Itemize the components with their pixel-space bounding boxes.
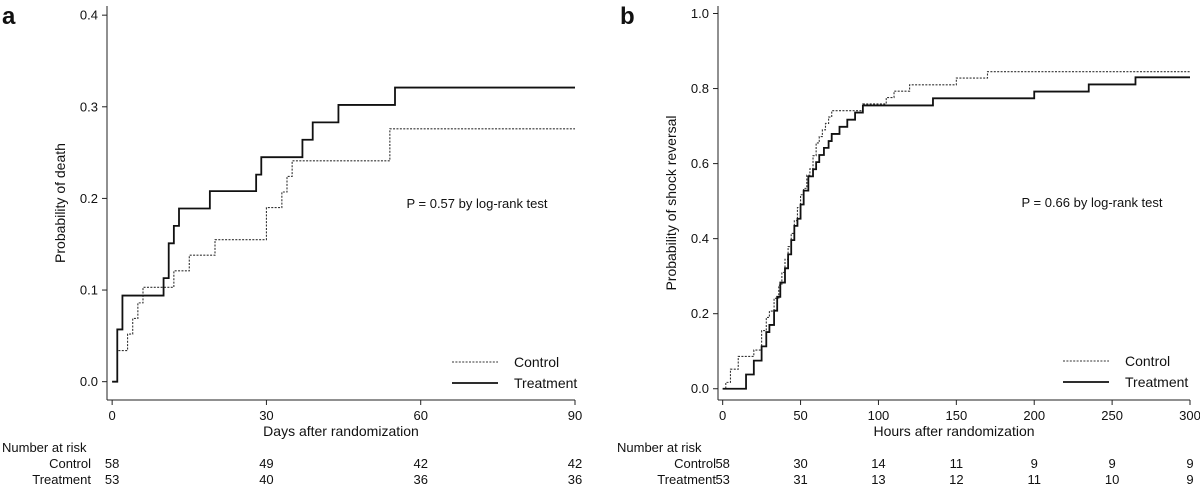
risk-value: 58: [105, 456, 119, 471]
x-tick-label: 200: [1023, 408, 1045, 423]
x-axis-label: Hours after randomization: [873, 423, 1034, 439]
risk-value: 9: [1108, 456, 1115, 471]
panel-letter: a: [2, 3, 16, 30]
x-tick-label: 90: [568, 408, 582, 423]
x-tick-label: 60: [413, 408, 427, 423]
x-tick-label: 0: [719, 408, 726, 423]
risk-value: 40: [259, 472, 273, 487]
risk-value: 36: [413, 472, 427, 487]
legend-label-treatment: Treatment: [1125, 374, 1188, 390]
risk-value: 49: [259, 456, 273, 471]
y-tick-label: 0.3: [80, 99, 98, 114]
risk-value: 30: [793, 456, 807, 471]
risk-value: 31: [793, 472, 807, 487]
risk-value: 9: [1186, 456, 1193, 471]
series-line-treatment: [112, 86, 575, 383]
y-tick-label: 0.4: [691, 231, 709, 246]
risk-value: 11: [950, 456, 964, 471]
legend-label-control: Control: [1125, 353, 1170, 369]
risk-row-label: Treatment: [657, 472, 716, 487]
legend-label-treatment: Treatment: [514, 375, 577, 391]
risk-value: 9: [1031, 456, 1038, 471]
y-tick-label: 0.2: [80, 191, 98, 206]
y-tick-label: 0.0: [80, 374, 98, 389]
pvalue-annotation: P = 0.66 by log-rank test: [1021, 195, 1162, 210]
risk-value: 42: [568, 456, 582, 471]
risk-table-heading: Number at risk: [617, 440, 702, 455]
legend-label-control: Control: [514, 354, 559, 370]
y-tick-label: 0.4: [80, 8, 98, 23]
risk-value: 53: [715, 472, 729, 487]
y-tick-label: 0.0: [691, 381, 709, 396]
risk-value: 9: [1186, 472, 1193, 487]
x-tick-label: 300: [1179, 408, 1200, 423]
y-axis-label: Probability of death: [52, 143, 68, 263]
legend: Control Treatment: [1063, 353, 1188, 390]
risk-value: 10: [1105, 472, 1119, 487]
risk-value: 53: [105, 472, 119, 487]
risk-table-heading: Number at risk: [2, 440, 87, 455]
risk-value: 42: [413, 456, 427, 471]
y-tick-label: 0.6: [691, 156, 709, 171]
pvalue-annotation: P = 0.57 by log-rank test: [406, 196, 547, 211]
risk-row-label: Treatment: [32, 472, 91, 487]
risk-value: 13: [871, 472, 885, 487]
panel-b: b 0.0 0.2 0.4 0.6 0.8 1.0 0 50 100 150 200 250 300 Hou…: [617, 3, 1200, 487]
risk-value: 36: [568, 472, 582, 487]
y-tick-label: 0.2: [691, 306, 709, 321]
risk-value: 58: [715, 456, 729, 471]
panel-letter: b: [620, 3, 635, 30]
x-tick-label: 100: [868, 408, 890, 423]
x-tick-label: 150: [945, 408, 967, 423]
x-tick-label: 0: [109, 408, 116, 423]
legend: Control Treatment: [452, 354, 577, 391]
x-tick-label: 30: [259, 408, 273, 423]
risk-value: 12: [949, 472, 963, 487]
risk-value: 11: [1027, 472, 1041, 487]
risk-row-label: Control: [674, 456, 716, 471]
y-tick-label: 1.0: [691, 6, 709, 21]
y-tick-label: 0.1: [80, 283, 98, 298]
series-line-control: [722, 71, 1190, 390]
panel-a: a 0.0 0.1 0.2 0.3 0.4 0 30 60 90 Days after random…: [2, 3, 582, 487]
y-tick-label: 0.8: [691, 81, 709, 96]
x-tick-label: 50: [793, 408, 807, 423]
y-axis-label: Probability of shock reversal: [663, 115, 679, 290]
x-axis-label: Days after randomization: [263, 423, 419, 439]
series-line-treatment: [722, 76, 1190, 390]
risk-value: 14: [871, 456, 885, 471]
series-line-control: [112, 128, 575, 383]
x-tick-label: 250: [1101, 408, 1123, 423]
risk-row-label: Control: [49, 456, 91, 471]
